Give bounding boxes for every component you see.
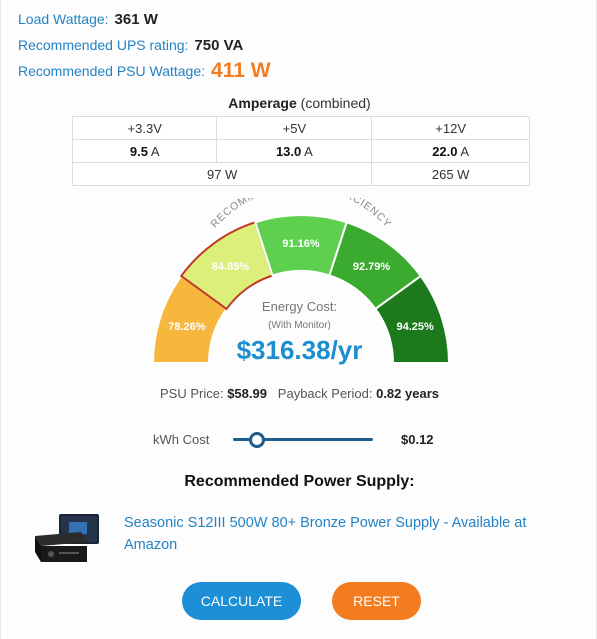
ups-rating-value: 750 VA	[194, 36, 244, 54]
psu-price-value: $58.99	[227, 386, 267, 401]
rail-amps-12v: 22.0 A	[371, 139, 530, 163]
amperage-title-rest: (combined)	[296, 95, 371, 111]
efficiency-segment-label: 91.16%	[282, 238, 320, 250]
load-wattage-value: 361 W	[114, 10, 158, 28]
rail-amps-5v: 13.0 A	[216, 139, 373, 163]
ups-rating-label: Recommended UPS rating:	[18, 37, 189, 53]
kwh-cost-label: kWh Cost	[153, 432, 210, 447]
price-row: PSU Price: $58.99 Payback Period: 0.82 y…	[1, 386, 597, 401]
load-wattage-label: Load Wattage:	[18, 11, 109, 27]
watts-33-5: 97 W	[71, 162, 373, 186]
slider-track[interactable]	[233, 438, 373, 441]
efficiency-gauge: 78.26%84.85%91.16%92.79%94.25% RECOMMEND…	[151, 198, 451, 364]
efficiency-segment-label: 78.26%	[168, 321, 206, 333]
recommended-psu-title: Recommended Power Supply:	[184, 473, 415, 490]
rail-amps-unit: A	[147, 143, 160, 159]
rail-name-12v: +12V	[371, 116, 530, 140]
payback-label: Payback Period:	[277, 386, 373, 401]
psu-wattage-value: 411 W	[211, 59, 271, 82]
slider-thumb[interactable]	[248, 432, 265, 448]
psu-wattage-label: Recommended PSU Wattage:	[18, 63, 206, 79]
table-row: 9.5 A 13.0 A 22.0 A	[71, 139, 530, 163]
payback-value: 0.82 years	[376, 386, 439, 401]
rail-amps-33v: 9.5 A	[71, 139, 218, 163]
table-row: +3.3V +5V +12V	[71, 116, 530, 140]
rail-amps-33v-value: 9.5	[129, 143, 148, 159]
reset-button[interactable]: RESET	[332, 582, 421, 620]
ups-rating-row: Recommended UPS rating: 750 VA	[18, 32, 271, 58]
efficiency-segment-label: 94.25%	[396, 321, 434, 333]
rail-amps-unit: A	[301, 143, 313, 159]
rail-name-33v: +3.3V	[71, 116, 218, 140]
psu-product-image[interactable]	[29, 512, 105, 564]
efficiency-segment-label: 92.79%	[353, 261, 391, 273]
kwh-cost-value: $0.12	[401, 432, 434, 447]
amperage-title: Amperage (combined)	[1, 95, 597, 111]
amperage-title-bold: Amperage	[228, 95, 297, 111]
rail-amps-unit: A	[457, 143, 470, 159]
load-wattage-row: Load Wattage: 361 W	[18, 6, 271, 32]
efficiency-segment-label: 84.85%	[212, 261, 250, 273]
rail-amps-5v-value: 13.0	[275, 143, 302, 159]
energy-cost-value: $316.38/yr	[236, 335, 363, 365]
recommended-psu-link[interactable]: Seasonic S12III 500W 80+ Bronze Power Su…	[124, 515, 527, 553]
watts-12: 265 W	[371, 162, 530, 186]
rail-name-5v: +5V	[216, 116, 373, 140]
calculate-button[interactable]: CALCULATE	[182, 582, 301, 620]
kwh-cost-slider[interactable]	[233, 430, 373, 450]
rail-amps-12v-value: 22.0	[432, 143, 458, 159]
summary-block: Load Wattage: 361 W Recommended UPS rati…	[18, 6, 271, 84]
psu-price-label: PSU Price:	[159, 386, 224, 401]
table-row: 97 W 265 W	[71, 162, 530, 186]
amperage-table: +3.3V +5V +12V 9.5 A 13.0 A 22.0 A 97 W …	[71, 116, 530, 186]
energy-cost-sub: (With Monitor)	[268, 320, 331, 331]
energy-cost-label: Energy Cost:	[261, 299, 338, 314]
psu-wattage-row: Recommended PSU Wattage: 411 W	[18, 58, 271, 84]
efficiency-segment	[374, 274, 451, 364]
